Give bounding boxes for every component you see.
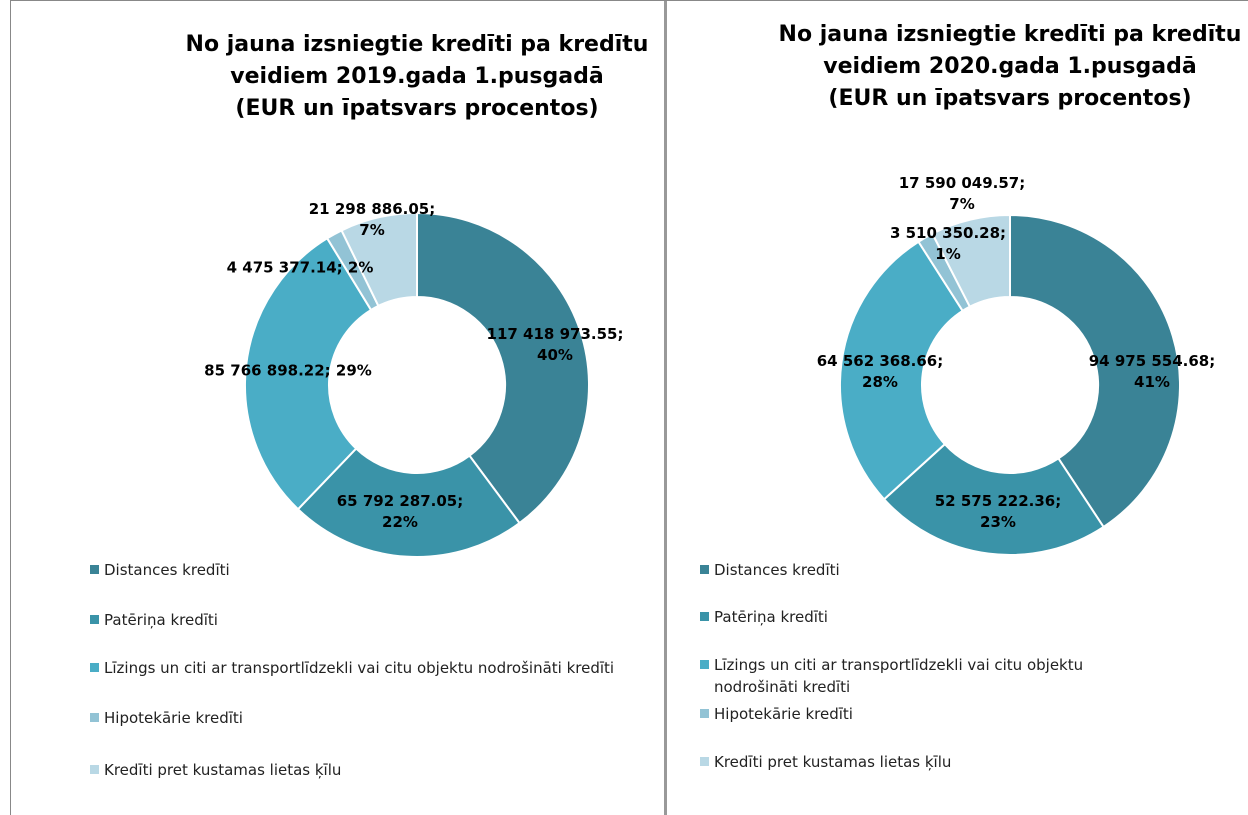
donut-slice [296,447,521,558]
legend-item: Patēriņa kredīti [700,606,1144,628]
legend-label: Distances kredīti [714,561,840,579]
legend-item: Līzings un citi ar transportlīdzekli vai… [700,654,1144,698]
legend-swatch [90,765,99,774]
frame-top [10,0,1248,1]
legend-swatch [700,660,709,669]
legend-item: Hipotekārie kredīti [90,707,644,729]
donut-slice [244,236,373,511]
data-label: 65 792 287.05; 22% [336,492,464,531]
legend-item: Līzings un citi ar transportlīdzekli vai… [90,657,644,679]
donut-slice [340,211,418,308]
data-label: 3 510 350.28; 1% [889,224,1007,263]
legend-label: Līzings un citi ar transportlīdzekli vai… [714,656,1084,696]
legend-swatch [700,612,709,621]
legend-item: Distances kredīti [700,559,1144,581]
legend-item: Kredīti pret kustamas lietas ķīlu [90,759,644,781]
donut-slice [839,240,965,501]
legend-label: Hipotekārie kredīti [104,709,243,727]
legend-item: Patēriņa kredīti [90,609,644,631]
donut-slice [1009,213,1181,529]
frame-divider [664,0,667,815]
legend-label: Patēriņa kredīti [714,608,828,626]
data-label: 21 298 886.05; 7% [308,200,436,239]
data-label: 117 418 973.55; 40% [486,325,624,364]
legend-item: Distances kredīti [90,559,644,581]
legend-swatch [90,663,99,672]
data-label: 94 975 554.68; 41% [1088,352,1216,391]
legend-swatch [700,757,709,766]
data-label: 64 562 368.66; 28% [816,352,944,391]
data-label: 4 475 377.14; 2% [226,258,374,277]
legend-label: Hipotekārie kredīti [714,705,853,723]
legend-item: Hipotekārie kredīti [700,703,1144,725]
legend-swatch [90,565,99,574]
donut-slice [931,213,1011,309]
frame-left [10,0,11,815]
chart-title: No jauna izsniegtie kredīti pa kredītu v… [185,32,649,121]
donut-slice [416,211,590,525]
donut-slice [882,442,1105,556]
data-label: 85 766 898.22; 29% [204,361,372,380]
legend-label: Distances kredīti [104,561,230,579]
data-label: 17 590 049.57; 7% [898,174,1026,213]
legend-label: Līzings un citi ar transportlīdzekli vai… [104,659,615,677]
data-label: 52 575 222.36; 23% [934,492,1062,531]
legend-swatch [90,615,99,624]
legend-swatch [90,713,99,722]
legend-label: Kredīti pret kustamas lietas ķīlu [104,761,342,779]
legend-swatch [700,709,709,718]
legend-label: Patēriņa kredīti [104,611,218,629]
legend-item: Kredīti pret kustamas lietas ķīlu [700,751,1144,773]
legend-swatch [700,565,709,574]
chart-title: No jauna izsniegtie kredīti pa kredītu v… [778,22,1242,111]
legend-label: Kredīti pret kustamas lietas ķīlu [714,753,952,771]
